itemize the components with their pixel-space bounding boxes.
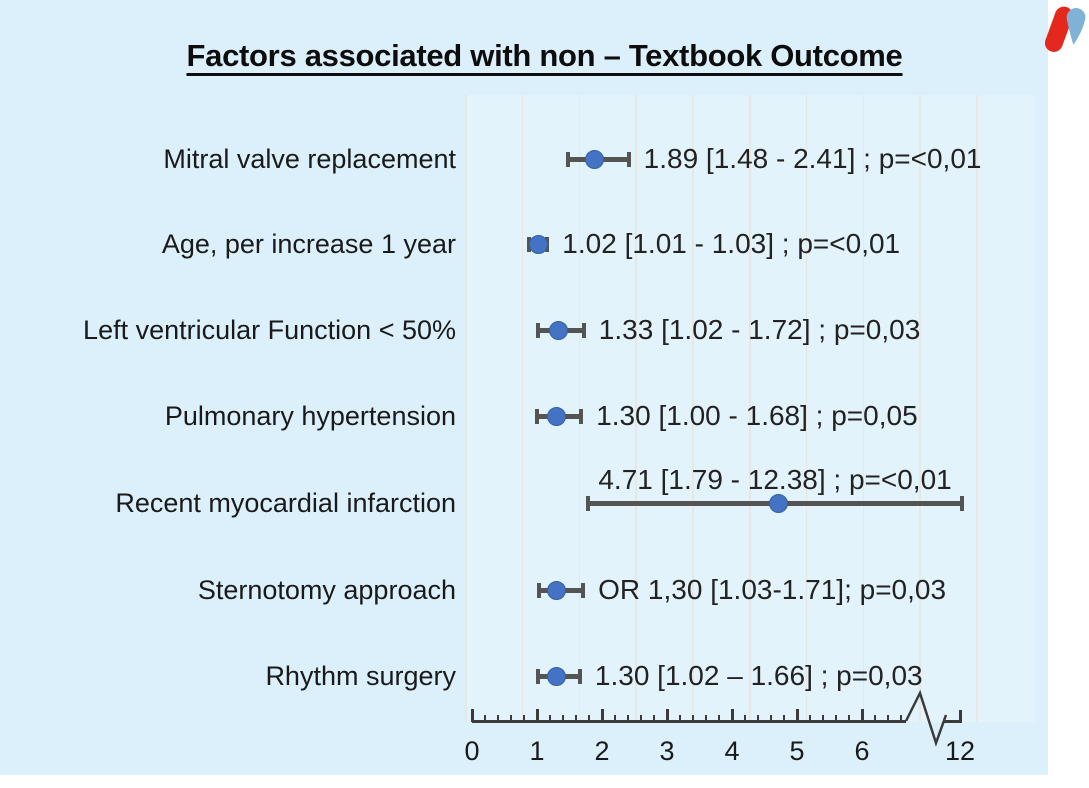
ci-cap-right — [579, 408, 584, 424]
row-annotation: 1.30 [1.00 - 1.68] ; p=0,05 — [596, 400, 918, 431]
or-marker — [547, 580, 566, 600]
axis-tick-label: 4 — [724, 736, 740, 766]
axis-tick-minor — [575, 715, 578, 722]
brand-logo — [1044, 6, 1086, 52]
axis-tick-minor — [848, 715, 851, 722]
forest-row-label: Rhythm surgery — [265, 661, 456, 691]
or-marker — [547, 406, 566, 426]
gridline — [635, 95, 637, 722]
axis-tick-minor — [627, 715, 630, 722]
axis-tick-major — [471, 709, 474, 722]
axis-tick-minor — [510, 715, 513, 722]
axis-tick-minor — [588, 715, 591, 722]
axis-tick-label: 3 — [659, 736, 675, 766]
axis-tick-minor — [809, 715, 812, 722]
gridline — [976, 95, 978, 722]
axis-tick-major — [666, 709, 669, 722]
ci-cap-right — [577, 668, 582, 684]
axis-tick-minor — [718, 715, 721, 722]
axis-tick-minor — [874, 715, 877, 722]
slide: Mitral valve replacement 1.89 [1.48 - 2.4… — [0, 0, 1048, 775]
ci-cap-right — [960, 495, 965, 511]
ci-cap-left — [535, 408, 539, 424]
axis-tick-label: 1 — [529, 736, 545, 766]
axis-tick-minor — [497, 715, 500, 722]
axis-tick-minor — [653, 715, 656, 722]
row-annotation: 1.30 [1.02 – 1.66] ; p=0,03 — [594, 660, 923, 691]
row-annotation: 4.71 [1.79 - 12.38] ; p=<0,01 — [598, 464, 952, 495]
axis-tick-major — [796, 709, 799, 722]
row-annotation: 1.89 [1.48 - 2.41] ; p=<0,01 — [643, 143, 982, 174]
axis-tick-minor — [783, 715, 786, 722]
axis-tick-minor — [692, 715, 695, 722]
ci-cap-right — [626, 151, 631, 167]
axis-tick-major — [731, 709, 734, 722]
axis-tick-minor — [614, 715, 617, 722]
ci-cap-left — [586, 495, 591, 511]
axis-tick-label: 12 — [944, 736, 976, 766]
axis-tick-minor — [861, 715, 864, 722]
chart-title: Factors associated with non – Textbook O… — [186, 38, 903, 73]
forest-row-label: Age, per increase 1 year — [161, 229, 456, 259]
logo-blue-drop-icon — [1066, 8, 1086, 45]
axis-tick-label: 2 — [594, 736, 610, 766]
or-marker — [768, 493, 788, 513]
or-marker — [528, 234, 548, 254]
gridline — [749, 95, 751, 722]
axis-tick-minor — [679, 715, 682, 722]
gridline — [692, 95, 694, 722]
axis-tick-label: 6 — [854, 736, 870, 766]
row-annotation: 1.02 [1.01 - 1.03] ; p=<0,01 — [562, 228, 901, 259]
ci-cap-left — [566, 151, 571, 167]
axis-line-after-break — [944, 720, 962, 723]
axis-tick-label: 5 — [789, 736, 805, 766]
forest-row-label: Recent myocardial infarction — [115, 488, 456, 518]
gridline — [919, 95, 921, 722]
ci-cap-right — [581, 322, 586, 338]
axis-tick-minor — [705, 715, 708, 722]
ci-cap-left — [536, 582, 541, 598]
ci-cap-left — [536, 322, 541, 338]
gridline — [521, 95, 524, 722]
forest-row-label: Left ventricular Function < 50% — [83, 315, 456, 345]
row-annotation: 1.33 [1.02 - 1.72] ; p=0,03 — [598, 314, 921, 345]
axis-tick-minor — [744, 715, 747, 722]
axis-tick-major — [601, 709, 604, 722]
axis-tick-minor — [484, 715, 487, 722]
axis-break-zigzag — [904, 689, 948, 747]
axis-tick-minor — [835, 715, 838, 722]
axis-tick-minor — [770, 715, 773, 722]
axis-tick-minor — [640, 715, 643, 722]
row-annotation: OR 1,30 [1.03-1.71]; p=0,03 — [598, 574, 947, 605]
ci-cap-right — [581, 582, 586, 598]
forest-row-label: Pulmonary hypertension — [164, 401, 456, 431]
forest-row-label: Sternotomy approach — [197, 575, 456, 605]
axis-tick-major — [536, 709, 539, 722]
gridline — [805, 95, 808, 722]
axis-tick-label: 0 — [464, 736, 480, 766]
axis-tick-minor — [887, 715, 890, 722]
axis-tick-minor — [549, 715, 552, 722]
or-marker — [547, 666, 566, 686]
forest-row-label: Mitral valve replacement — [163, 144, 456, 174]
or-marker — [548, 320, 568, 340]
axis-tick-minor — [523, 715, 526, 722]
axis-break-icon — [904, 689, 948, 747]
or-marker — [585, 149, 605, 169]
axis-line — [472, 720, 906, 723]
axis-tick-end — [959, 710, 962, 722]
gridline — [862, 95, 865, 722]
axis-tick-minor — [822, 715, 825, 722]
logo-red-stroke-icon — [1044, 6, 1073, 52]
axis-tick-minor — [757, 715, 760, 722]
gridline — [465, 95, 467, 722]
axis-tick-minor — [900, 715, 903, 722]
axis-tick-minor — [562, 715, 565, 722]
ci-cap-left — [536, 668, 541, 684]
